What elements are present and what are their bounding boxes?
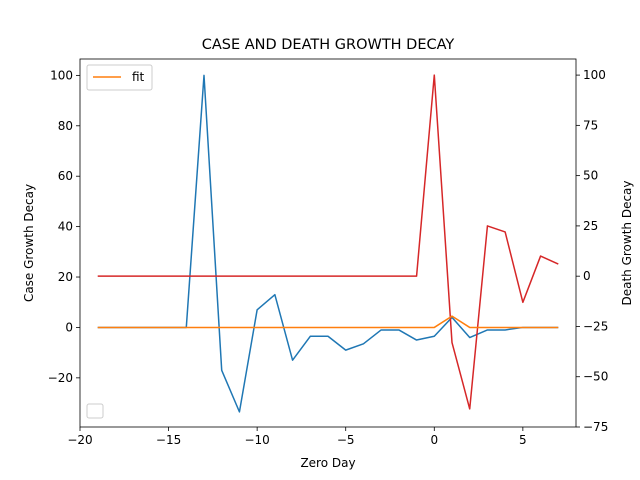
y-left-tick-label: 40 [58,220,73,234]
y-right-tick-label: 0 [583,269,591,283]
y-left-tick-label: 0 [65,320,73,334]
secondary-legend-box [86,403,104,419]
y-left-tick-label: 20 [58,270,73,284]
y-left-tick-label: 60 [58,169,73,183]
y-left-tick-label: −20 [48,371,73,385]
y-right-tick-label: −50 [583,370,608,384]
x-tick-label: 5 [519,433,527,447]
axes-layer: −20 −15 −10 −5 0 5−20020406080100−75−50−25025… [48,58,608,447]
chart-title: CASE AND DEATH GROWTH DECAY [202,37,455,53]
x-tick-label: −10 [244,433,269,447]
y-right-tick-label: 100 [583,68,606,82]
x-tick-label: −5 [337,433,355,447]
y-right-tick-label: −75 [583,420,608,434]
y-left-tick-label: 100 [50,68,73,82]
x-tick-label: 0 [430,433,438,447]
legend-label-fit: fit [132,70,145,84]
y-right-tick-label: 50 [583,169,598,183]
legend: fit [86,64,153,91]
y-axis-left-label: Case Growth Decay [22,184,36,302]
plot-frame [79,58,577,428]
y-left-tick-label: 80 [58,119,73,133]
y-axis-right-label: Death Growth Decay [620,180,634,305]
x-tick-label: −15 [156,433,181,447]
y-right-tick-label: 75 [583,118,598,132]
fit-series-line [97,315,559,329]
secondary-legend [86,403,104,419]
series-layer [97,74,559,413]
x-tick-label: −20 [67,433,92,447]
x-axis-label: Zero Day [300,456,355,470]
y-right-tick-label: 25 [583,219,598,233]
death-series-line [97,74,559,410]
y-right-tick-label: −25 [583,319,608,333]
